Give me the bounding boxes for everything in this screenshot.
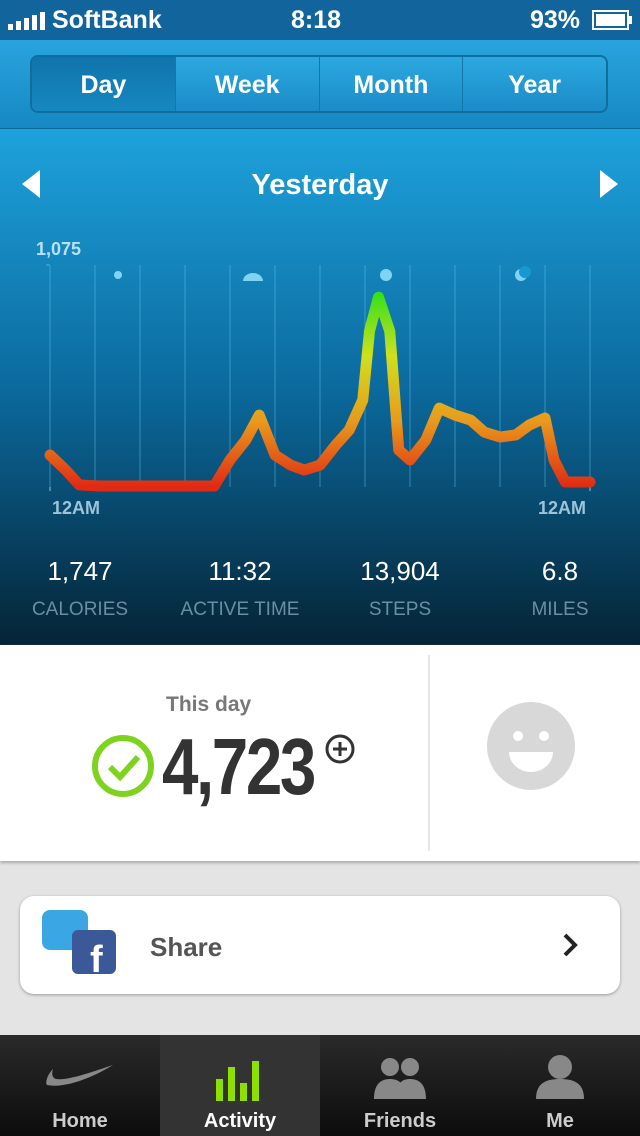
- goal-check: [92, 735, 154, 797]
- stat: 1,747 CALORIES: [0, 556, 160, 621]
- x-tick-label: 12AM: [52, 498, 100, 518]
- range-control: Day Week Month Year: [30, 55, 608, 113]
- share-button[interactable]: f Share: [20, 896, 620, 994]
- chevron: [563, 933, 578, 957]
- time-icons: [114, 266, 531, 281]
- tab-label: Friends: [363, 1110, 437, 1132]
- stat-label: STEPS: [368, 599, 432, 620]
- carrier: SoftBank: [52, 6, 162, 34]
- stat-value: 1,747: [47, 556, 113, 586]
- plus-icon[interactable]: [324, 733, 356, 765]
- tab-activity[interactable]: Activity: [160, 1035, 320, 1136]
- stat: 13,904 STEPS: [320, 556, 480, 621]
- summary-label: This day: [166, 693, 252, 716]
- tab-year[interactable]: Year: [462, 57, 606, 111]
- tab-friends[interactable]: Friends: [320, 1035, 480, 1136]
- clock: 8:18: [291, 6, 342, 34]
- nav-title: Yesterday: [251, 169, 388, 201]
- stat-label: ACTIVE TIME: [180, 599, 300, 620]
- prev-day[interactable]: [22, 170, 40, 198]
- tab-me[interactable]: Me: [480, 1035, 640, 1136]
- tab-home[interactable]: Home: [0, 1035, 160, 1136]
- stat-label: MILES: [531, 599, 589, 620]
- stat: 11:32 ACTIVE TIME: [160, 556, 320, 621]
- tab-label: Me: [546, 1110, 574, 1132]
- next-day[interactable]: [600, 170, 618, 198]
- battery-percent: 93%: [530, 6, 581, 34]
- y-tick-label: 1,075: [36, 239, 81, 259]
- status-bar: SoftBank 8:18 93%: [0, 0, 640, 40]
- summary-value: 4,723: [162, 722, 316, 811]
- share-icons: f: [42, 910, 116, 976]
- tab-label: Activity: [203, 1110, 277, 1132]
- stats-row: 1,747 CALORIES 11:32 ACTIVE TIME 13,904 STE…: [0, 556, 640, 621]
- header: Day Week Month Year: [0, 40, 640, 129]
- tab-day[interactable]: Day: [32, 57, 175, 111]
- x-tick-label: 12AM: [538, 498, 586, 518]
- stat-value: 13,904: [360, 556, 440, 586]
- stat: 6.8 MILES: [480, 556, 640, 621]
- stat-label: CALORIES: [31, 599, 129, 620]
- stat-value: 11:32: [208, 556, 272, 586]
- tab-label: Home: [52, 1110, 108, 1132]
- stat-value: 6.8: [541, 556, 579, 586]
- activity-line: [44, 291, 596, 492]
- share-label: Share: [150, 932, 223, 962]
- tab-bar: Home Activity Friends Me: [0, 1035, 640, 1136]
- smiley[interactable]: [485, 700, 577, 792]
- battery-icon: [592, 10, 632, 30]
- hour-lines: [49, 265, 591, 487]
- summary-card: This day 4,723: [0, 645, 640, 861]
- activity-chart: Yesterday 1,075 12AM 12AM: [22, 169, 618, 518]
- tab-month[interactable]: Month: [318, 57, 463, 111]
- signal-icon: [8, 12, 45, 30]
- tab-week[interactable]: Week: [174, 57, 319, 111]
- svg-text:f: f: [90, 939, 103, 976]
